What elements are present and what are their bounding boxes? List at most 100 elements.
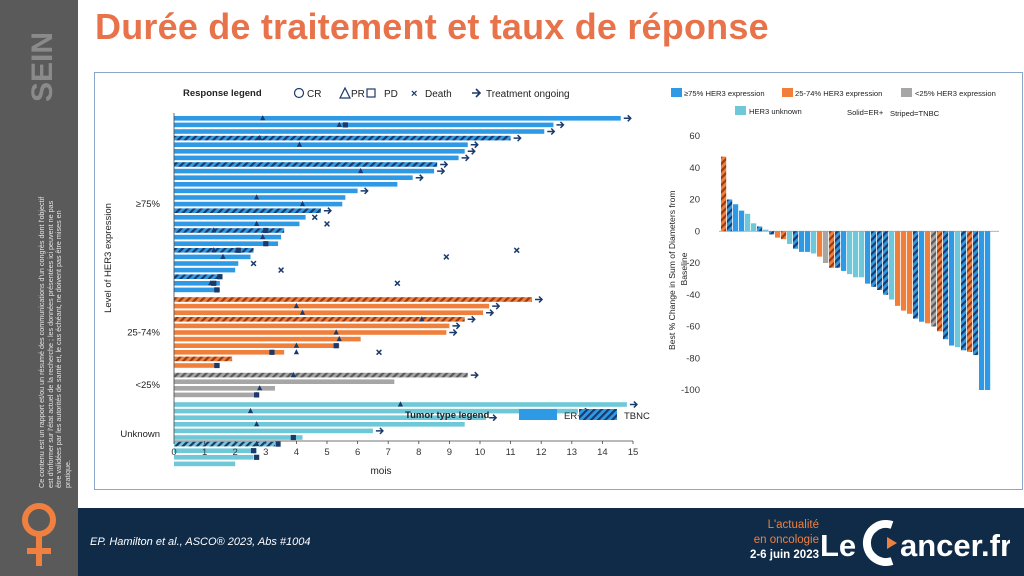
- pr-marker: [254, 440, 260, 447]
- x-tick-label: 15: [628, 447, 639, 458]
- swimmer-bar: [174, 408, 578, 414]
- ongoing-arrow: [467, 147, 476, 155]
- swimmer-bar: [174, 356, 233, 362]
- waterfall-bar: [829, 231, 835, 268]
- swimmer-bar: [174, 287, 220, 293]
- death-legend-label: Death: [425, 89, 452, 100]
- swimmer-bar: [174, 155, 459, 161]
- venus-symbol-icon: [18, 500, 60, 570]
- swimmer-bar: [174, 303, 490, 309]
- waterfall-y-tick-label: -40: [686, 290, 700, 301]
- waterfall-bar: [925, 231, 931, 324]
- waterfall-bar: [811, 231, 817, 254]
- waterfall-bar: [841, 231, 847, 271]
- waterfall-y-tick-label: 20: [689, 195, 700, 206]
- waterfall-bar: [907, 231, 913, 314]
- pr-marker: [211, 227, 217, 233]
- x-tick-label: 11: [506, 447, 516, 458]
- logo-cancer: ancer.fr: [900, 528, 1010, 563]
- ongoing-arrow: [440, 160, 449, 169]
- pr-marker: [247, 407, 254, 414]
- waterfall-y-axis-label-line1: Best % Change in Sum of Diameters from: [667, 190, 677, 350]
- swimmer-bar: [174, 116, 621, 121]
- pr-marker: [336, 121, 342, 127]
- pd-marker: [217, 274, 223, 280]
- swimmer-bar: [174, 142, 468, 147]
- waterfall-bar: [805, 231, 811, 252]
- logo-le: Le: [820, 528, 856, 563]
- waterfall-bar: [721, 156, 727, 232]
- pd-marker: [263, 241, 269, 247]
- swimmer-bar: [174, 168, 435, 174]
- ongoing-arrow: [547, 127, 556, 136]
- swimmer-bar: [174, 234, 282, 240]
- pr-marker: [254, 421, 260, 427]
- death-marker: [443, 253, 450, 260]
- waterfall-y-axis-label-line2: Baseline: [679, 252, 689, 285]
- ongoing-arrow: [623, 114, 632, 122]
- tnbc-legend-label: TBNC: [624, 411, 650, 422]
- brand-line2: en oncologie: [753, 534, 819, 546]
- pr-legend-label: PR: [351, 89, 365, 100]
- response-legend-title: Response legend: [183, 88, 262, 99]
- pr-marker: [419, 316, 425, 322]
- pr-marker: [296, 141, 303, 147]
- waterfall-bar: [901, 231, 907, 311]
- waterfall-bar: [751, 223, 757, 232]
- pd-legend-marker: [366, 88, 376, 98]
- swimmer-bar: [174, 343, 340, 348]
- x-tick-label: 4: [294, 447, 299, 458]
- lecancer-logo: Le ancer.fr: [820, 518, 1012, 568]
- swimmer-bar: [174, 221, 300, 227]
- waterfall-bar: [853, 231, 859, 278]
- waterfall-bar: [931, 231, 937, 327]
- swimmer-bar: [174, 350, 285, 355]
- pd-marker: [254, 392, 260, 398]
- waterfall-bar: [967, 231, 973, 352]
- pd-marker: [333, 343, 339, 349]
- ongoing-arrow: [489, 414, 498, 422]
- legend-swatch-mid: [782, 88, 793, 97]
- disclaimer-text: Ce contenu est un rapport et/ou un résum…: [37, 196, 72, 488]
- death-marker: [311, 214, 318, 221]
- swimmer-bar: [174, 129, 545, 134]
- ongoing-arrow: [461, 154, 470, 162]
- swimmer-bar: [174, 188, 358, 194]
- pr-marker: [254, 220, 260, 226]
- swimmer-bar: [174, 336, 361, 342]
- swimmer-bar: [174, 310, 484, 315]
- swimmer-bar: [174, 254, 251, 260]
- waterfall-y-tick-label: -100: [681, 385, 700, 396]
- swimmer-bar: [174, 455, 254, 460]
- swimmer-bar: [174, 228, 285, 233]
- death-marker: [376, 349, 382, 356]
- swimmer-bar: [174, 281, 220, 286]
- swimmer-bar: [174, 372, 468, 378]
- waterfall-bar: [817, 231, 823, 257]
- waterfall-y-axis-label: Best % Change in Sum of Diameters from B…: [667, 188, 689, 350]
- pd-marker: [290, 434, 296, 441]
- pd-marker: [235, 247, 241, 253]
- death-marker: [324, 220, 330, 227]
- pr-marker: [397, 401, 404, 407]
- ongoing-arrow: [513, 134, 522, 142]
- logo-c-icon: [862, 520, 897, 566]
- ongoing-legend-label: Treatment ongoing: [486, 89, 570, 100]
- pr-marker: [290, 371, 296, 378]
- swimmer-chart: Response legend CR PR PD × Death Treatme…: [103, 86, 650, 477]
- pr-marker: [293, 349, 299, 355]
- waterfall-bar: [835, 231, 841, 268]
- brand-text: L'actualité en oncologie 2-6 juin 2023: [750, 518, 819, 563]
- ongoing-arrow: [470, 141, 479, 149]
- pr-marker: [254, 194, 260, 200]
- swimmer-bar: [174, 135, 511, 141]
- waterfall-y-tick-label: -20: [686, 258, 700, 269]
- pr-marker: [293, 302, 299, 309]
- waterfall-bar: [973, 231, 979, 356]
- waterfall-y-tick-label: 60: [689, 131, 700, 142]
- brand-line1: L'actualité: [767, 519, 819, 531]
- legend-note-striped: Striped=TNBC: [890, 109, 940, 118]
- swimmer-bar: [174, 363, 220, 368]
- group-label: <25%: [135, 380, 160, 391]
- ongoing-arrow: [437, 167, 446, 175]
